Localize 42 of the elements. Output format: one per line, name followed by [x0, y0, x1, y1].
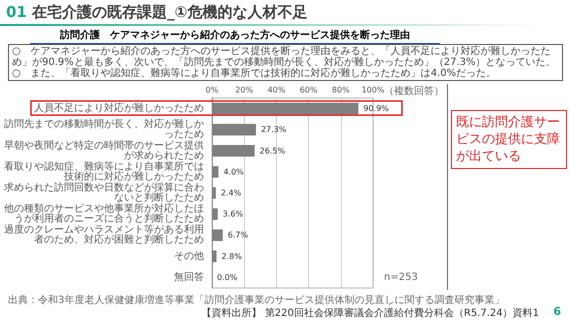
bar [212, 166, 218, 178]
chart-subtitle: 訪問介護 ケアマネジャーから紹介のあった方へのサービス提供を断った理由 [30, 28, 440, 45]
x-tick-label: 80% [332, 86, 350, 94]
data-label: 2.4% [220, 188, 242, 198]
x-tick-label: 40% [268, 86, 286, 94]
bar [212, 124, 256, 136]
y-tick-label: 過度のクレームやハラスメント等がある利用者のため、対応が困難と判断したため [4, 224, 204, 246]
y-tick-label: 早朝や夜間など特定の時間帯のサービス提供が求められたため [4, 139, 204, 162]
bar [212, 208, 218, 220]
x-tick-label: 100% [362, 86, 385, 94]
text: （複数回答） [384, 84, 444, 98]
y-tick-label: 他の種類のサービスや他事業所が対応したほうが利用者のニーズに合うと判断したため [4, 202, 204, 225]
data-label: 0.0% [217, 272, 238, 282]
y-tick-label: 求められた訪問回数や日数などが採算に合わないと判断したため [4, 182, 204, 204]
text: ○ また、「看取りや認知症、難病等により自事業所では技術的に対応が難しかったため」は4.0%だった。 [12, 68, 498, 79]
data-label: 2.8% [222, 252, 242, 261]
text: 【資料出所】 第220回社会保障審議会介護給付費分科会（R5.7.24）資料1 [202, 306, 539, 320]
y-tick-label: 看取りや認知症、難病等により自事業所では技術的に対応が難しかったため [4, 160, 204, 182]
x-tick-label: 0% [206, 86, 219, 94]
data-label: 26.5% [260, 146, 286, 156]
data-label: 4.0% [223, 167, 244, 176]
x-tick-label: 20% [235, 86, 254, 94]
data-label: 27.3% [260, 125, 287, 134]
source-note: 出典：令和3年度老人保健健康増進等事業「訪問介護事業のサービス提供体制の見直しに関する調査研究事業」 [8, 294, 504, 307]
bar [212, 102, 358, 114]
y-tick-label: 人員不足により対応が難しかったため [34, 102, 204, 114]
text: 6 [553, 305, 561, 318]
text: n=253 [384, 272, 418, 283]
data-label: 6.7% [228, 230, 249, 240]
data-label: 3.6% [222, 210, 244, 219]
chart-title: 01 在宅介護の既存課題_①危機的な人材不足 [6, 3, 308, 22]
text: 既に訪問介護サービスの提供に支障が出ている [451, 110, 567, 169]
data-label: 90.9% [363, 104, 390, 114]
x-tick-label: 60% [300, 86, 318, 94]
bar [212, 229, 223, 242]
y-tick-label: 訪問先までの移動時間が長く、対応が難しかったため [4, 118, 204, 140]
y-tick-label: 無回答 [174, 270, 204, 283]
text: ○ ケアマネジャーから紹介のあった方へのサービス提供を断った理由をみると、「人員不足により対応が難しかったため」が90.9%と最も多く、次いで、「訪問先までの移動時間が長く、対応が難しかったため」（27.3%）となっていた。 [12, 46, 557, 68]
bar [212, 250, 217, 262]
y-tick-label: その他 [174, 250, 204, 262]
bar [212, 144, 255, 157]
bar [212, 187, 216, 199]
